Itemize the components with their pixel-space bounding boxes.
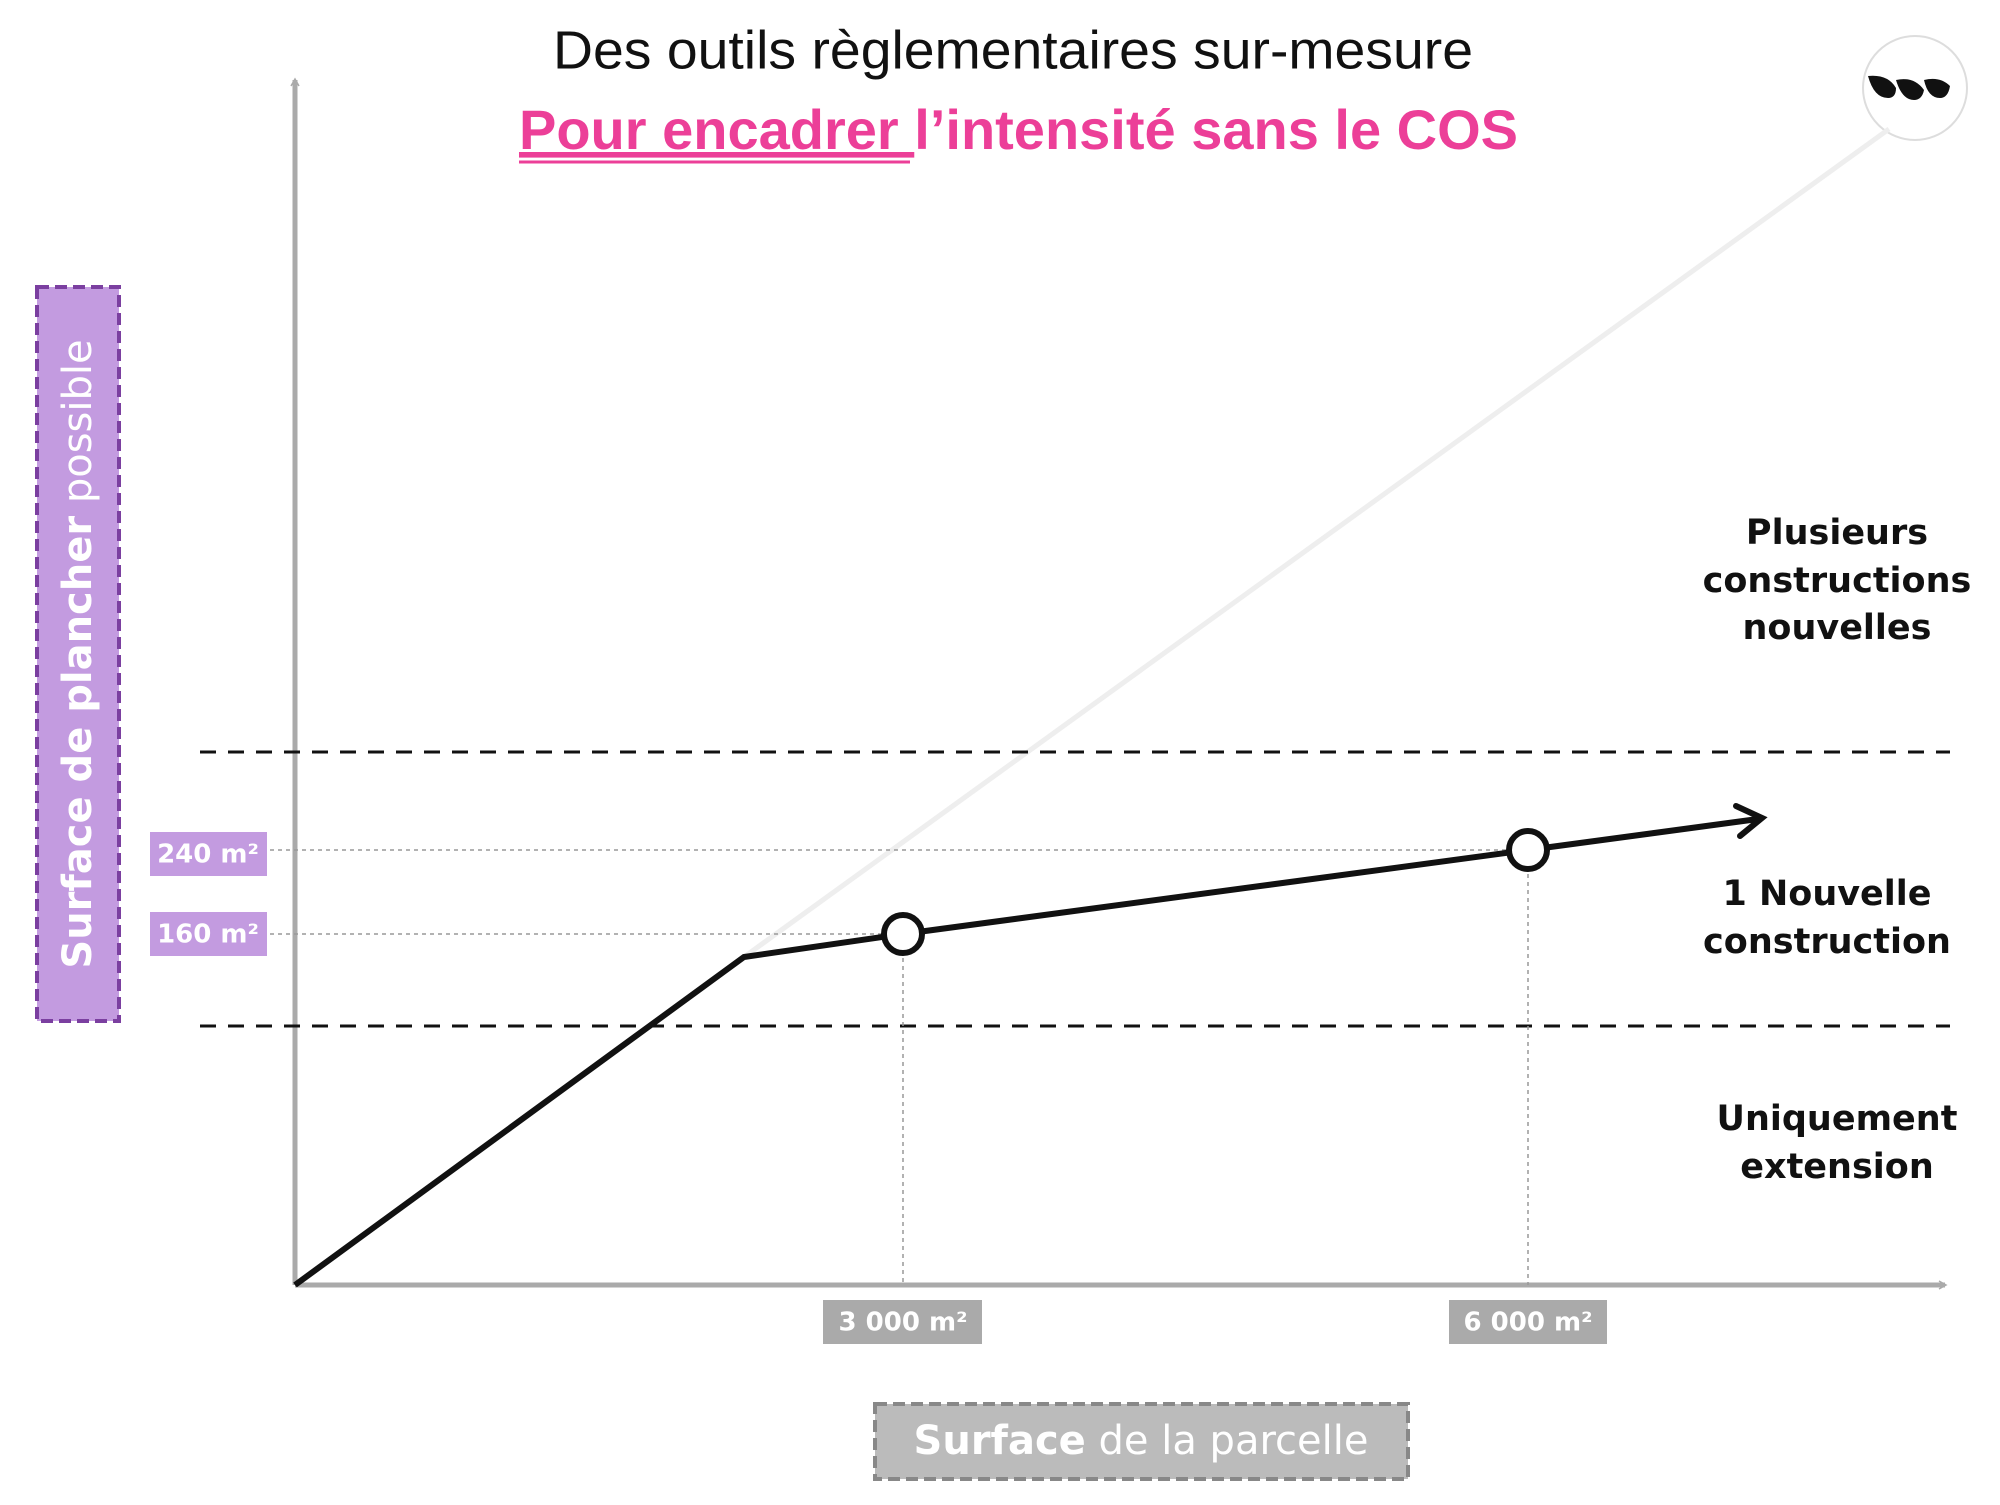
zone-label: constructions [1703, 561, 1972, 601]
zone-label: nouvelles [1743, 608, 1932, 648]
x-axis-label-box [873, 1402, 1410, 1481]
zone-label: extension [1740, 1147, 1934, 1187]
x-marker-label: 6 000 m² [1464, 1308, 1593, 1338]
y-marker-label: 160 m² [157, 920, 259, 950]
point [1506, 828, 1550, 872]
guides [270, 849, 1529, 1285]
y-marker-box [150, 912, 267, 956]
title: Des outils règlementaires sur-mesure [553, 20, 1473, 80]
zone-label: Uniquement [1717, 1099, 1958, 1139]
point [881, 912, 925, 956]
logo [1862, 35, 1968, 141]
zone-label: Plusieurs [1746, 513, 1928, 553]
y-marker-label: 240 m² [157, 840, 259, 870]
zone-label: 1 Nouvelle [1722, 874, 1931, 914]
subtitle: Pour encadrer l’intensité sans le COS [519, 98, 1518, 161]
x-axis-label-normal: de la parcelle [1099, 1418, 1369, 1464]
x-marker-box [1449, 1300, 1607, 1344]
x-axis-label-bold: Surface [914, 1418, 1086, 1464]
x-marker-label: 3 000 m² [839, 1308, 968, 1338]
subtitle-rest: l’intensité sans le COS [914, 98, 1518, 161]
subtitle-underlined: Pour encadrer [519, 98, 914, 161]
y-axis-label: Surface de plancher possible [55, 339, 101, 968]
y-axis-label-bold: Surface de plancher [55, 516, 101, 969]
x-marker-box [823, 1300, 982, 1344]
y-axis-label-box [35, 285, 121, 1023]
x-axis-label: Surface de la parcelle [914, 1418, 1369, 1464]
curve [293, 816, 1759, 1288]
zone-label: construction [1703, 922, 1951, 962]
reference-line [742, 126, 1891, 960]
y-axis-label-normal: possible [55, 339, 101, 503]
curve-arrow [1733, 803, 1768, 839]
y-marker-box [150, 832, 267, 876]
